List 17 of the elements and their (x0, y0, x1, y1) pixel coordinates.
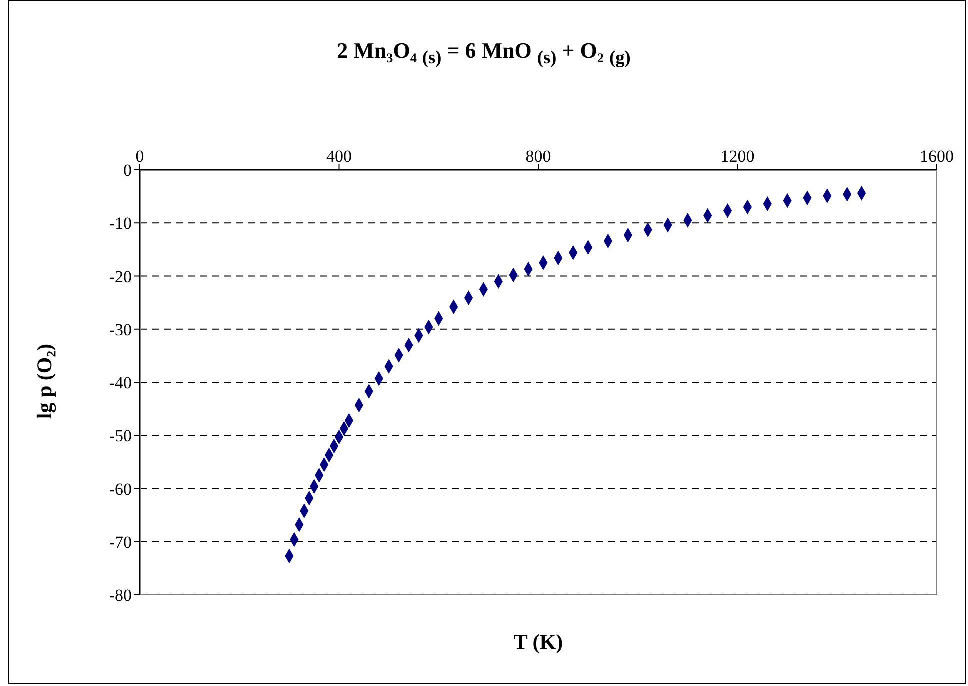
x-axis-title: T (K) (512, 630, 564, 655)
y-tick-label: 0 (124, 161, 132, 180)
x-tick-label: 400 (326, 147, 352, 166)
y-tick-label: -10 (109, 214, 132, 234)
x-tick-label: 1200 (720, 147, 755, 166)
chart-title: 2 Mn₃O₄ $_{(s)}$ = 6 MnO $_{(s)}$ + O₂ $_{(g)}$ (336, 38, 632, 68)
x-tick-label: 0 (136, 147, 144, 166)
y-tick-label: -30 (109, 320, 132, 340)
y-tick-label: -50 (109, 426, 132, 446)
x-tick-label: 1600 (920, 147, 954, 166)
y-tick-label: -40 (109, 374, 132, 393)
x-tick-label: 800 (526, 147, 552, 166)
y-tick-label: -60 (109, 480, 132, 499)
y-tick-label: -70 (109, 532, 132, 552)
y-tick-label: -80 (109, 586, 132, 606)
y-tick-label: -20 (109, 267, 132, 286)
y-axis-title: lg p (O₂) (32, 342, 58, 421)
